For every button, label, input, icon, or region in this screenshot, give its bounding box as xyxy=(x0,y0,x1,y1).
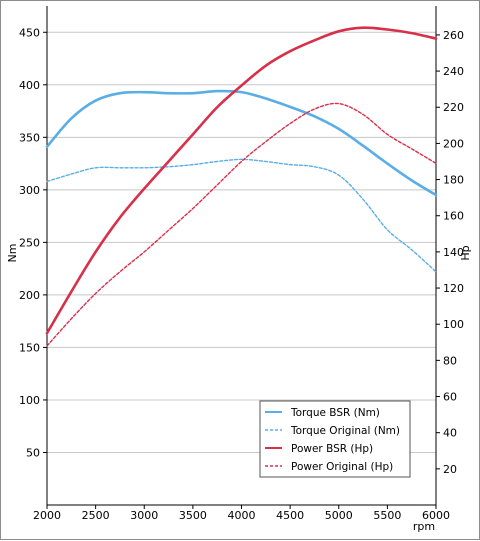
right-tick-label: 220 xyxy=(443,101,464,114)
right-tick-label: 120 xyxy=(443,282,464,295)
series-layer xyxy=(45,26,438,347)
left-tick-label: 350 xyxy=(19,131,40,144)
legend: Torque BSR (Nm) Torque Original (Nm) Power… xyxy=(259,400,411,478)
left-tick-label: 400 xyxy=(19,79,40,92)
right-axis-label: Hp xyxy=(459,245,472,260)
x-tick-label: 5500 xyxy=(373,509,401,522)
left-tick-label: 150 xyxy=(19,341,40,354)
right-tick-label: 80 xyxy=(443,354,457,367)
right-tick-label: 140 xyxy=(443,246,464,259)
x-tick-label: 3000 xyxy=(130,509,158,522)
left-tick-label: 250 xyxy=(19,236,40,249)
left-tick-label: 200 xyxy=(19,289,40,302)
left-tick-label: 300 xyxy=(19,184,40,197)
right-tick-label: 180 xyxy=(443,174,464,187)
left-tick-label: 450 xyxy=(19,26,40,39)
left-axis-ticks: 50 100 150 200 250 300 350 400 450 xyxy=(19,26,47,459)
x-tick-label: 3500 xyxy=(179,509,207,522)
left-tick-label: 100 xyxy=(19,394,40,407)
right-tick-label: 100 xyxy=(443,318,464,331)
series-line-torque-original-nm xyxy=(46,158,437,273)
x-axis-ticks: 2000 2500 3000 3500 4000 4500 5000 5500 6000 xyxy=(33,505,450,522)
legend-label: Power Original (Hp) xyxy=(291,461,393,473)
right-tick-label: 240 xyxy=(443,65,464,78)
right-tick-label: 200 xyxy=(443,137,464,150)
series-line-power-original-hp xyxy=(46,102,437,347)
left-axis-label: Nm xyxy=(6,244,19,263)
series-line-torque-bsr-nm xyxy=(45,89,438,197)
x-tick-label: 4000 xyxy=(228,509,256,522)
right-tick-label: 160 xyxy=(443,210,464,223)
right-tick-label: 260 xyxy=(443,29,464,42)
legend-label: Torque Original (Nm) xyxy=(290,425,400,437)
left-tick-label: 50 xyxy=(26,446,40,459)
right-axis-ticks: 20 40 60 80 100 120 140 160 180 200 220 240 260 xyxy=(436,29,464,476)
right-tick-label: 60 xyxy=(443,391,457,404)
x-tick-label: 4500 xyxy=(276,509,304,522)
legend-box xyxy=(259,400,411,478)
x-tick-label: 5000 xyxy=(325,509,353,522)
legend-label: Power BSR (Hp) xyxy=(291,443,373,455)
right-tick-label: 20 xyxy=(443,463,457,476)
x-tick-label: 2500 xyxy=(82,509,110,522)
series-line-power-bsr-hp xyxy=(45,26,438,335)
grid xyxy=(47,31,436,453)
x-tick-label: 6000 xyxy=(422,509,450,522)
x-tick-label: 2000 xyxy=(33,509,61,522)
x-axis-label: rpm xyxy=(413,520,435,533)
right-tick-label: 40 xyxy=(443,427,457,440)
legend-label: Torque BSR (Nm) xyxy=(290,407,380,419)
